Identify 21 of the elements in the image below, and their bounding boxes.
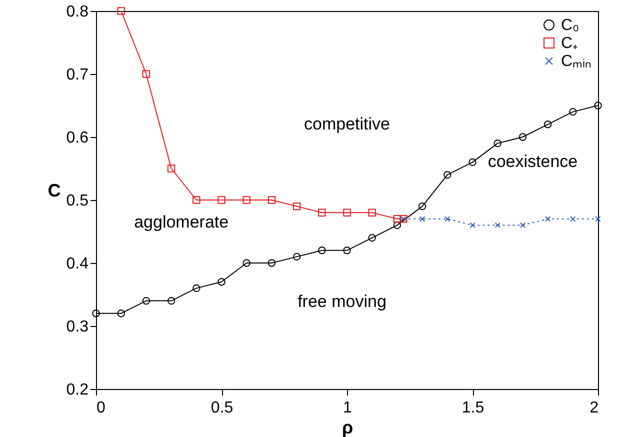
x-tick-label: 1.5: [462, 400, 484, 416]
y-tick-label: 0.7: [66, 66, 89, 84]
x-tick-label: 1: [343, 400, 352, 416]
x-axis-title: ρ: [342, 418, 354, 437]
annotation: free moving: [298, 292, 386, 312]
legend-label: Cₘᵢₙ: [561, 53, 592, 70]
y-tick-label: 0.5: [66, 192, 89, 210]
annotation: coexistence: [488, 152, 578, 172]
y-tick-label: 0.2: [66, 382, 89, 398]
y-tick-label: 0.4: [66, 256, 89, 272]
annotation: agglomerate: [134, 212, 229, 232]
annotation: competitive: [304, 114, 390, 134]
y-tick-label: 0.8: [66, 4, 89, 20]
x-tick-label: 2: [590, 400, 599, 416]
legend-label: C₊: [561, 35, 578, 52]
x-tick-label: 0.5: [210, 400, 234, 416]
legend-label: C₀: [561, 17, 580, 34]
x-tick-label: 0: [96, 400, 106, 416]
y-tick-label: 0.6: [66, 130, 89, 146]
y-tick-label: 0.3: [66, 318, 89, 336]
y-axis-title: C: [48, 180, 61, 200]
